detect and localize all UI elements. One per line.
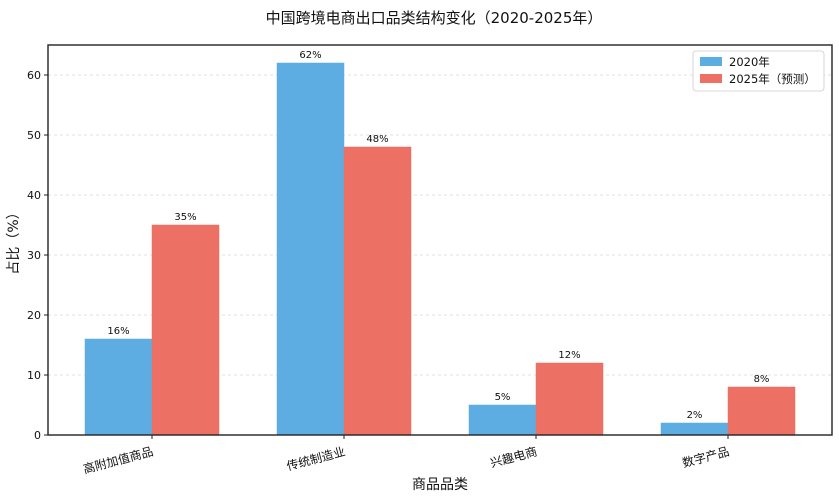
bar [276, 62, 345, 436]
legend-swatch [700, 74, 722, 83]
bar-value-label: 5% [495, 392, 511, 403]
bar-value-label: 2% [687, 410, 703, 421]
y-tick-label: 30 [27, 249, 41, 262]
bars-layer [84, 62, 796, 436]
bar-value-label: 12% [558, 350, 580, 361]
y-tick-label: 50 [27, 129, 41, 142]
y-tick-label: 20 [27, 309, 41, 322]
y-axis-ticks: 0 10 20 30 40 50 60 [27, 69, 48, 442]
x-tick-label: 数字产品 [681, 443, 731, 470]
y-tick-label: 60 [27, 69, 41, 82]
bar [727, 386, 796, 436]
legend-swatch [700, 57, 722, 66]
y-axis-label: 占比（%） [6, 205, 22, 274]
bar [151, 224, 220, 436]
legend-box [692, 50, 825, 92]
bar-value-label: 48% [366, 134, 388, 145]
y-tick-label: 10 [27, 369, 41, 382]
bar-value-label: 8% [754, 374, 770, 385]
x-axis-label: 商品品类 [412, 477, 468, 493]
legend-label: 2025年（预测） [729, 72, 816, 86]
chart-title: 中国跨境电商出口品类结构变化（2020-2025年） [266, 9, 603, 27]
x-tick-label: 传统制造业 [285, 443, 347, 473]
y-tick-label: 40 [27, 189, 41, 202]
bar [660, 422, 729, 436]
bar [84, 338, 153, 436]
bar [535, 362, 604, 436]
y-tick-label: 0 [34, 429, 41, 442]
bar-value-label: 62% [299, 50, 321, 61]
legend: 2020年 2025年（预测） [692, 50, 825, 92]
x-tick-label: 高附加值商品 [81, 443, 154, 476]
bar-value-label: 35% [174, 212, 196, 223]
plot-frame [47, 44, 833, 436]
bar [343, 146, 412, 436]
data-labels-layer: 16% 35% 62% 48% 5% 12% 2% 8% [107, 50, 769, 421]
x-tick-label: 兴趣电商 [489, 443, 539, 470]
bar-value-label: 16% [107, 326, 129, 337]
legend-label: 2020年 [729, 55, 770, 69]
x-axis-ticks: 高附加值商品 传统制造业 兴趣电商 数字产品 [81, 435, 731, 477]
bar [468, 404, 537, 436]
